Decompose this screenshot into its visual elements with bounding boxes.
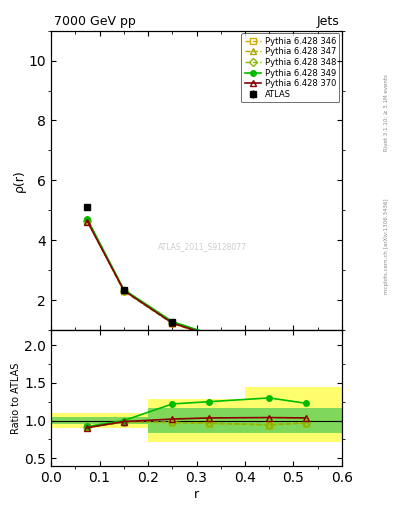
Pythia 6.428 349 [170,318,174,325]
Pythia 6.428 348 [206,332,211,338]
Pythia 6.428 347 [85,218,90,224]
Pythia 6.428 370 [267,336,272,342]
Pythia 6.428 370 [170,320,174,326]
Pythia 6.428 346 [121,288,126,294]
Pythia 6.428 347 [170,321,174,327]
Pythia 6.428 370 [85,219,90,225]
Pythia 6.428 346 [206,332,211,338]
Pythia 6.428 349 [303,336,308,342]
Pythia 6.428 346 [170,321,174,327]
Pythia 6.428 347 [121,288,126,294]
Text: Rivet 3.1.10; ≥ 3.1M events: Rivet 3.1.10; ≥ 3.1M events [384,74,389,151]
Pythia 6.428 349 [121,286,126,292]
Line: Pythia 6.428 346: Pythia 6.428 346 [84,218,309,344]
Line: Pythia 6.428 348: Pythia 6.428 348 [84,218,309,344]
Pythia 6.428 346 [85,218,90,224]
Line: Pythia 6.428 347: Pythia 6.428 347 [84,218,309,344]
Pythia 6.428 347 [206,332,211,338]
Y-axis label: ρ(r): ρ(r) [13,169,26,191]
Pythia 6.428 349 [206,330,211,336]
Pythia 6.428 348 [121,288,126,294]
Pythia 6.428 348 [303,338,308,344]
Text: mcplots.cern.ch [arXiv:1306.3436]: mcplots.cern.ch [arXiv:1306.3436] [384,198,389,293]
X-axis label: r: r [194,487,199,501]
Pythia 6.428 347 [267,336,272,343]
Legend: Pythia 6.428 346, Pythia 6.428 347, Pythia 6.428 348, Pythia 6.428 349, Pythia 6: Pythia 6.428 346, Pythia 6.428 347, Pyth… [241,33,340,102]
Text: 7000 GeV pp: 7000 GeV pp [54,15,136,28]
Pythia 6.428 370 [121,287,126,293]
Line: Pythia 6.428 349: Pythia 6.428 349 [84,217,309,342]
Pythia 6.428 348 [170,321,174,327]
Pythia 6.428 348 [267,336,272,343]
Pythia 6.428 349 [85,216,90,222]
Y-axis label: Ratio to ATLAS: Ratio to ATLAS [11,362,22,434]
Pythia 6.428 370 [303,337,308,344]
Text: ATLAS_2011_S9128077: ATLAS_2011_S9128077 [158,242,247,251]
Text: Jets: Jets [316,15,339,28]
Pythia 6.428 347 [303,338,308,344]
Pythia 6.428 346 [267,336,272,343]
Pythia 6.428 348 [85,218,90,224]
Pythia 6.428 370 [206,332,211,338]
Line: Pythia 6.428 370: Pythia 6.428 370 [84,219,309,343]
Pythia 6.428 346 [303,338,308,344]
Pythia 6.428 349 [267,334,272,340]
